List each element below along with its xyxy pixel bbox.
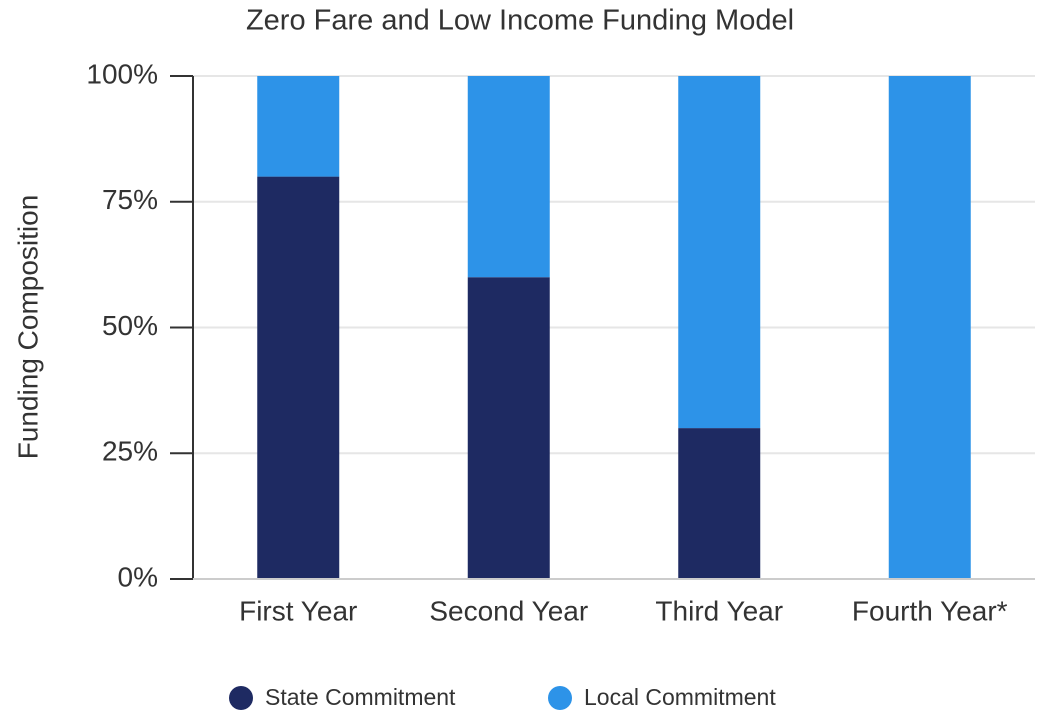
- y-tick-label: 75%: [102, 184, 158, 215]
- legend-text: Local Commitment: [584, 684, 776, 710]
- y-tick-label: 0%: [118, 561, 158, 592]
- y-tick-label: 100%: [86, 58, 158, 89]
- bar-segment: [678, 76, 761, 429]
- legend-marker: [229, 686, 253, 710]
- y-axis-label: Funding Composition: [12, 195, 43, 460]
- x-tick-label: Fourth Year*: [852, 595, 1008, 626]
- y-tick-label: 50%: [102, 310, 158, 341]
- bar-segment: [888, 76, 971, 579]
- x-tick-label: Third Year: [655, 595, 783, 626]
- y-tick-label: 25%: [102, 436, 158, 467]
- x-tick-label: First Year: [239, 595, 357, 626]
- legend-text: State Commitment: [265, 684, 456, 710]
- bar-segment: [467, 76, 550, 278]
- bar-segment: [257, 76, 340, 177]
- x-tick-label: Second Year: [429, 595, 588, 626]
- bar-segment: [467, 277, 550, 579]
- chart-title: Zero Fare and Low Income Funding Model: [246, 5, 794, 37]
- bar-segment: [678, 428, 761, 579]
- legend-marker: [548, 686, 572, 710]
- bar-segment: [257, 176, 340, 579]
